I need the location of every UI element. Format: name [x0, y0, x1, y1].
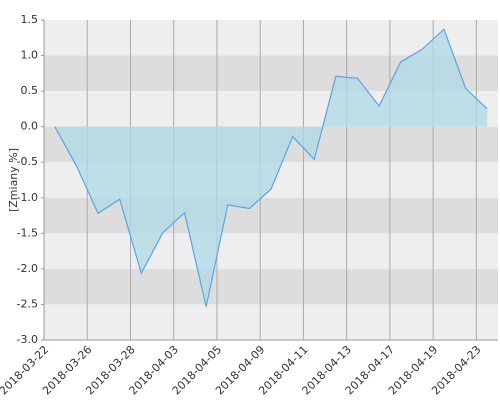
y-tick-label: -1.5	[17, 226, 38, 239]
y-tick-label: -2.5	[17, 297, 38, 310]
y-tick-label: -0.5	[17, 155, 38, 168]
grid-band	[44, 233, 498, 269]
y-axis-title: [Zmiany %]	[7, 148, 20, 212]
y-tick-label: -3.0	[17, 333, 38, 346]
grid-band	[44, 304, 498, 340]
grid-band	[44, 197, 498, 234]
y-tick-label: -2.0	[17, 262, 38, 275]
grid-band	[44, 268, 498, 305]
line	[54, 28, 488, 307]
y-tick-label: 1.0	[21, 49, 39, 62]
y-tick-label: 0.5	[21, 84, 39, 97]
y-tick-label: 1.5	[21, 13, 39, 26]
y-tick-label: -1.0	[17, 191, 38, 204]
y-tick-label: 0.0	[21, 120, 39, 133]
area	[54, 29, 488, 307]
